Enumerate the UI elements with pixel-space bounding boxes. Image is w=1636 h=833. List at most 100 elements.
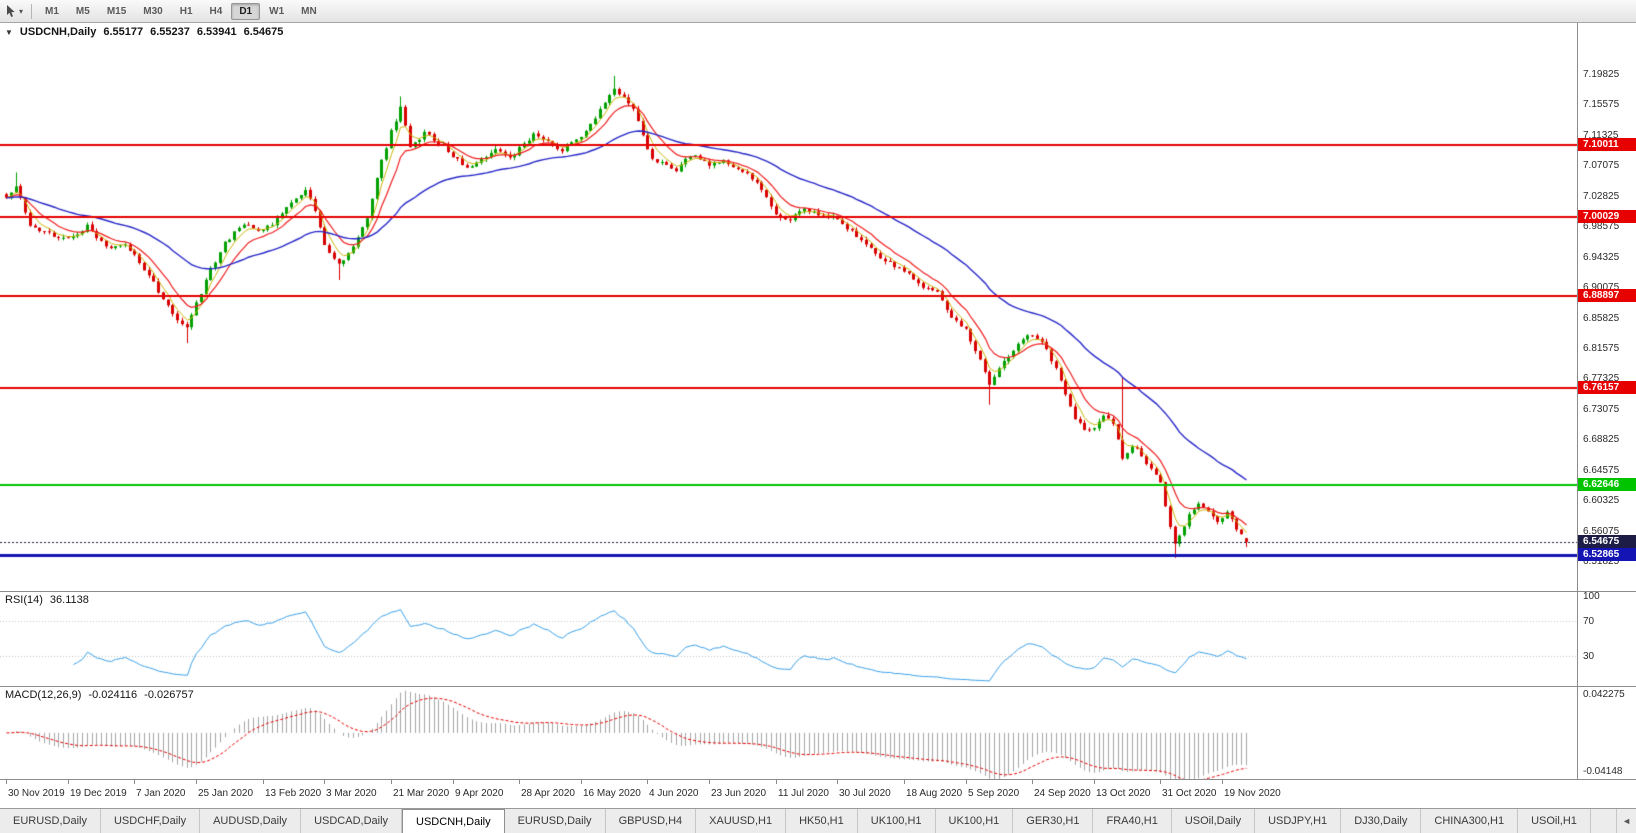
price-axis-tick: 6.51825 bbox=[1583, 556, 1620, 568]
date-axis-tick bbox=[134, 780, 135, 784]
price-axis-tick: 6.56075 bbox=[1583, 525, 1620, 537]
price-axis-tick: 7.02825 bbox=[1583, 190, 1620, 202]
macd-pane: MACD(12,26,9) -0.024116 -0.026757 0.0422… bbox=[0, 687, 1636, 780]
price-axis-tick: 7.19825 bbox=[1583, 68, 1620, 80]
price-axis-tick: 6.81575 bbox=[1583, 342, 1620, 354]
date-axis-label: 13 Feb 2020 bbox=[265, 788, 322, 799]
macd-axis-max: 0.042275 bbox=[1583, 689, 1625, 700]
date-axis-tick bbox=[519, 780, 520, 784]
current-price-tag: 6.54675 bbox=[1578, 534, 1636, 548]
macd-signal-value: -0.026757 bbox=[144, 689, 194, 701]
timeframe-button-h1[interactable]: H1 bbox=[179, 5, 193, 17]
date-axis-tick bbox=[263, 780, 264, 784]
date-axis-tick bbox=[1160, 780, 1161, 784]
date-axis-tick bbox=[6, 780, 7, 784]
rsi-pane: RSI(14) 36.1138 100 70 30 bbox=[0, 591, 1636, 687]
date-axis-label: 3 Mar 2020 bbox=[326, 788, 377, 799]
cursor-icon[interactable] bbox=[3, 3, 19, 19]
collapse-triangle-icon[interactable]: ▼ bbox=[5, 27, 13, 37]
date-axis-label: 11 Jul 2020 bbox=[778, 788, 829, 799]
symbol-name: USDCNH,Daily bbox=[19, 26, 97, 38]
price-axis-tick: 6.94325 bbox=[1583, 251, 1620, 263]
symbol-ohlc-line: ▼ USDCNH,Daily 6.55177 6.55237 6.53941 6… bbox=[5, 26, 283, 38]
date-axis-label: 19 Nov 2020 bbox=[1224, 788, 1281, 799]
price-axis-tick: 6.90075 bbox=[1583, 282, 1620, 294]
chart-region: ▼ USDCNH,Daily 6.55177 6.55237 6.53941 6… bbox=[0, 23, 1636, 808]
date-axis[interactable]: 30 Nov 2019 19 Dec 2019 7 Jan 2020 25 Jan 2… bbox=[0, 780, 1636, 808]
symbol-tab-fra40-h1[interactable]: FRA40,H1 bbox=[1093, 809, 1172, 833]
symbol-tab-usdcnh-daily[interactable]: USDCNH,Daily bbox=[402, 809, 505, 833]
symbol-tab-usdcad-daily[interactable]: USDCAD,Daily bbox=[301, 809, 403, 833]
rsi-canvas[interactable] bbox=[0, 592, 1578, 686]
macd-name: MACD(12,26,9) bbox=[5, 689, 82, 701]
macd-main-value: -0.024116 bbox=[88, 689, 138, 701]
date-axis-tick bbox=[324, 780, 325, 784]
date-axis-label: 5 Sep 2020 bbox=[968, 788, 1020, 799]
price-axis[interactable]: 7.19825 7.15575 7.11325 7.07075 7.02825 6.985… bbox=[1577, 23, 1636, 591]
price-axis-tick: 6.64575 bbox=[1583, 464, 1620, 476]
date-axis-tick bbox=[709, 780, 710, 784]
date-axis-tick bbox=[904, 780, 905, 784]
date-axis-label: 21 Mar 2020 bbox=[393, 788, 450, 799]
symbol-tab-hk50-h1[interactable]: HK50,H1 bbox=[786, 809, 858, 833]
tab-scroll-left-button[interactable]: ◄ bbox=[1616, 809, 1636, 833]
symbol-tab-usoil-daily[interactable]: USOil,Daily bbox=[1172, 809, 1256, 833]
date-axis-tick bbox=[581, 780, 582, 784]
ohlc-high: 6.55237 bbox=[150, 26, 190, 38]
price-axis-tick: 6.68825 bbox=[1583, 434, 1620, 446]
symbol-tab-xauusd-h1[interactable]: XAUUSD,H1 bbox=[696, 809, 787, 833]
price-axis-tick: 6.98575 bbox=[1583, 221, 1620, 233]
dropdown-caret-icon[interactable]: ▾ bbox=[19, 6, 24, 16]
symbol-tab-usdjpy-h1[interactable]: USDJPY,H1 bbox=[1255, 809, 1342, 833]
symbol-tab-eurusd-daily[interactable]: EURUSD,Daily bbox=[505, 809, 606, 833]
symbol-tab-china300-h1[interactable]: CHINA300,H1 bbox=[1421, 809, 1519, 833]
timeframe-button-h4[interactable]: H4 bbox=[209, 5, 223, 17]
date-axis-tick bbox=[776, 780, 777, 784]
symbol-tab-gbpusd-h4[interactable]: GBPUSD,H4 bbox=[606, 809, 697, 833]
symbol-tab-audusd-daily[interactable]: AUDUSD,Daily bbox=[200, 809, 302, 833]
date-axis-label: 13 Oct 2020 bbox=[1096, 788, 1151, 799]
symbol-tab-uk100-h1[interactable]: UK100,H1 bbox=[936, 809, 1014, 833]
hline-price-tag: 6.62646 bbox=[1578, 477, 1636, 491]
date-axis-label: 25 Jan 2020 bbox=[198, 788, 254, 799]
timeframe-button-m30[interactable]: M30 bbox=[143, 5, 163, 17]
price-axis-tick: 7.07075 bbox=[1583, 160, 1620, 172]
date-axis-label: 19 Dec 2019 bbox=[70, 788, 127, 799]
ohlc-close: 6.54675 bbox=[243, 26, 284, 38]
rsi-axis-tick: 70 bbox=[1583, 616, 1595, 628]
price-axis-tick: 6.73075 bbox=[1583, 403, 1620, 415]
date-axis-label: 7 Jan 2020 bbox=[136, 788, 186, 799]
symbol-tab-uk100-h1[interactable]: UK100,H1 bbox=[858, 809, 936, 833]
price-pane: ▼ USDCNH,Daily 6.55177 6.55237 6.53941 6… bbox=[0, 23, 1636, 592]
timeframe-button-m15[interactable]: M15 bbox=[106, 5, 127, 17]
timeframe-button-d1[interactable]: D1 bbox=[231, 2, 261, 20]
hline-price-tag: 7.00029 bbox=[1578, 209, 1636, 223]
rsi-name: RSI(14) bbox=[5, 594, 43, 606]
symbol-tab-usoil-h1[interactable]: USOil,H1 bbox=[1518, 809, 1591, 833]
macd-canvas[interactable] bbox=[0, 687, 1578, 779]
price-chart-canvas[interactable] bbox=[0, 23, 1578, 591]
symbol-tab-usdchf-daily[interactable]: USDCHF,Daily bbox=[101, 809, 201, 833]
symbol-tab-ger30-h1[interactable]: GER30,H1 bbox=[1013, 809, 1094, 833]
hline-price-tag: 6.52865 bbox=[1578, 547, 1636, 561]
hline-price-tag: 7.10011 bbox=[1578, 138, 1636, 152]
price-axis-tick: 7.11325 bbox=[1583, 129, 1619, 141]
date-axis-tick bbox=[1222, 780, 1223, 784]
date-axis-tick bbox=[1032, 780, 1033, 784]
timeframe-button-mn[interactable]: MN bbox=[301, 5, 317, 17]
toolbar: ▾ M1 M5 M15 M30 H1 H4 D1 W1 MN bbox=[0, 0, 1636, 23]
date-axis-tick bbox=[966, 780, 967, 784]
date-axis-tick bbox=[647, 780, 648, 784]
date-axis-tick bbox=[453, 780, 454, 784]
timeframe-button-m1[interactable]: M1 bbox=[45, 5, 59, 17]
symbol-tab-eurusd-daily[interactable]: EURUSD,Daily bbox=[0, 809, 101, 833]
date-axis-tick bbox=[837, 780, 838, 784]
date-axis-tick bbox=[391, 780, 392, 784]
timeframe-button-w1[interactable]: W1 bbox=[269, 5, 285, 17]
symbol-tab-dj30-daily[interactable]: DJ30,Daily bbox=[1341, 809, 1422, 833]
timeframe-button-m5[interactable]: M5 bbox=[75, 5, 90, 17]
date-axis-label: 31 Oct 2020 bbox=[1162, 788, 1217, 799]
date-axis-label: 16 May 2020 bbox=[583, 788, 641, 799]
date-axis-label: 30 Jul 2020 bbox=[839, 788, 891, 799]
